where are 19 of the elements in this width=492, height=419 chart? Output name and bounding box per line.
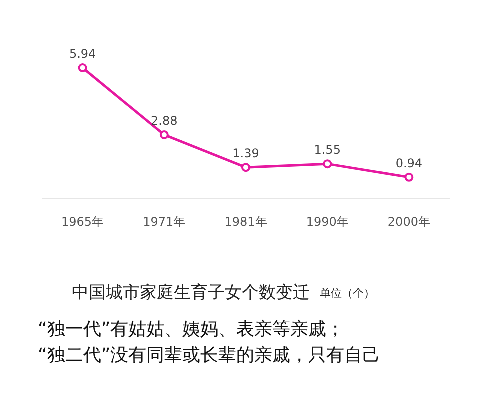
x-tick-label: 1965年 — [62, 215, 104, 229]
x-tick-label: 1990年 — [306, 215, 349, 229]
text: “独一代”有姑姑、姨妈、表亲等亲戚； — [38, 319, 345, 340]
data-label: 1.39 — [232, 146, 260, 161]
x-tick-label: 1971年 — [143, 215, 186, 229]
data-label: 1.55 — [314, 143, 341, 158]
x-tick-label: 2000年 — [388, 215, 430, 229]
x-tick-label: 1981年 — [224, 215, 268, 229]
point — [323, 160, 332, 169]
data-label: 5.94 — [69, 47, 96, 61]
data-label: 2.88 — [151, 114, 178, 128]
point — [242, 163, 250, 172]
point — [78, 64, 88, 72]
data-label: 0.94 — [396, 156, 423, 170]
text: 中国城市家庭生育子女个数变迁 — [72, 283, 310, 303]
point — [160, 130, 169, 140]
point — [404, 172, 414, 182]
text: 单位（个） — [320, 287, 375, 300]
text: “独二代”没有同辈或长辈的亲戚，只有自己 — [38, 345, 381, 366]
